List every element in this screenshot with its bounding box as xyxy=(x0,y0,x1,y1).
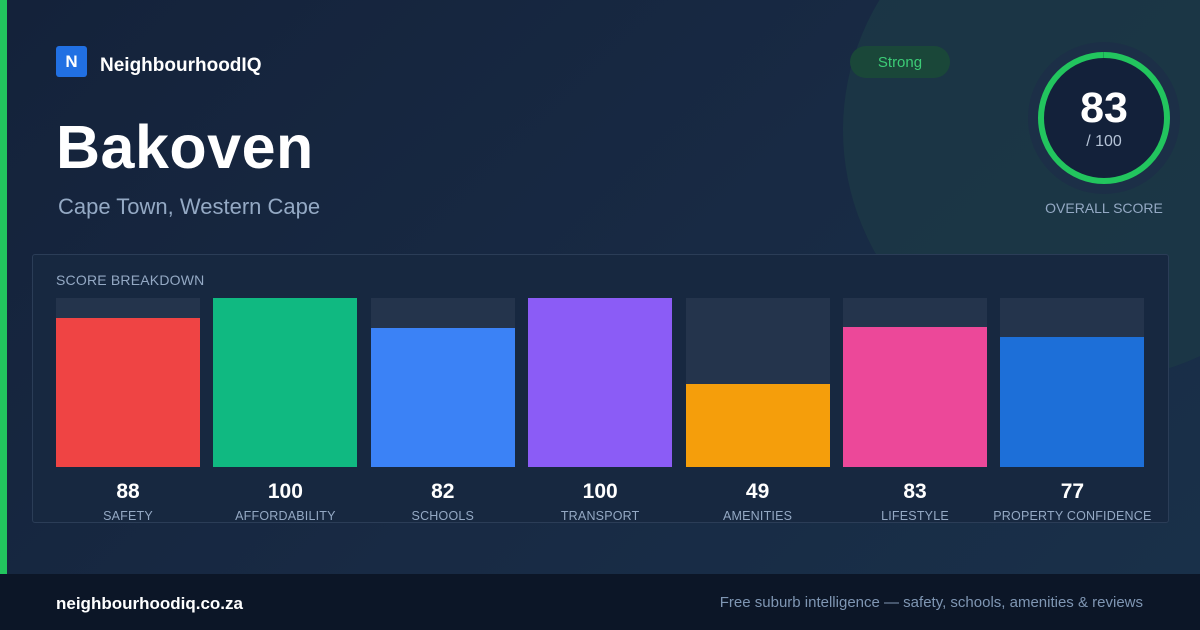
bar-fill xyxy=(213,298,358,467)
bar-label: AMENITIES xyxy=(723,509,793,523)
bar-fill xyxy=(56,318,200,467)
bar-value: 100 xyxy=(582,480,618,503)
bar-label: TRANSPORT xyxy=(560,509,640,523)
score-bar-transport: 100 TRANSPORT xyxy=(528,298,673,523)
score-breakdown-panel: SCORE BREAKDOWN 88 SAFETY 100 AFFORDABILITY… xyxy=(32,254,1169,523)
bar-label: PROPERTY CONFIDENCE xyxy=(993,509,1152,523)
bar-fill xyxy=(370,328,515,467)
brand[interactable]: N NeighbourhoodIQ xyxy=(56,46,261,77)
bar-value: 49 xyxy=(745,480,770,503)
bar-track xyxy=(56,298,200,467)
bar-value: 100 xyxy=(267,480,303,503)
brand-name: NeighbourhoodIQ xyxy=(100,55,262,76)
bar-label: AFFORDABILITY xyxy=(235,509,336,523)
score-bar-property-confidence: 77 PROPERTY CONFIDENCE xyxy=(993,298,1151,523)
accent-bar xyxy=(0,0,7,574)
bar-fill xyxy=(1000,337,1145,467)
bar-label: SCHOOLS xyxy=(411,509,475,523)
overall-score-ring: 83 / 100 xyxy=(1028,42,1180,194)
suburb-location: Cape Town, Western Cape xyxy=(58,194,321,219)
bar-track xyxy=(843,298,987,467)
score-bar-affordability: 100 AFFORDABILITY xyxy=(213,298,358,523)
breakdown-title: SCORE BREAKDOWN xyxy=(56,272,205,288)
overall-score-label: OVERALL SCORE xyxy=(1045,200,1163,216)
bar-label: SAFETY xyxy=(103,509,153,523)
suburb-title: Bakoven xyxy=(56,113,314,181)
bar-track xyxy=(370,298,515,467)
bar-track xyxy=(528,298,673,467)
bar-fill xyxy=(843,327,987,467)
footer: neighbourhoodiq.co.za Free suburb intell… xyxy=(0,574,1200,630)
footer-tagline: Free suburb intelligence — safety, schoo… xyxy=(719,594,1143,611)
score-bar-schools: 82 SCHOOLS xyxy=(370,298,515,523)
share-card: N NeighbourhoodIQ Bakoven Cape Town, Wes… xyxy=(0,0,1200,574)
score-ring-icon xyxy=(1028,42,1180,194)
bar-value: 83 xyxy=(903,480,927,503)
bar-track xyxy=(213,298,358,467)
bar-value: 88 xyxy=(116,480,140,503)
bar-fill xyxy=(528,298,673,467)
brand-logo-icon: N xyxy=(56,46,87,77)
bar-track xyxy=(1000,298,1145,467)
overall-score-max: / 100 xyxy=(1086,133,1122,150)
score-bar-lifestyle: 83 LIFESTYLE xyxy=(843,298,987,523)
rating-badge: Strong xyxy=(850,46,950,78)
footer-url-link[interactable]: neighbourhoodiq.co.za xyxy=(56,594,243,613)
bar-value: 77 xyxy=(1060,480,1085,503)
bar-track xyxy=(685,298,830,467)
score-bar-amenities: 49 AMENITIES xyxy=(685,298,830,523)
bar-fill xyxy=(685,384,830,467)
overall-score-value: 83 xyxy=(1080,84,1128,132)
score-bar-safety: 88 SAFETY xyxy=(56,298,200,523)
bar-label: LIFESTYLE xyxy=(881,509,949,523)
bar-value: 82 xyxy=(431,480,455,503)
